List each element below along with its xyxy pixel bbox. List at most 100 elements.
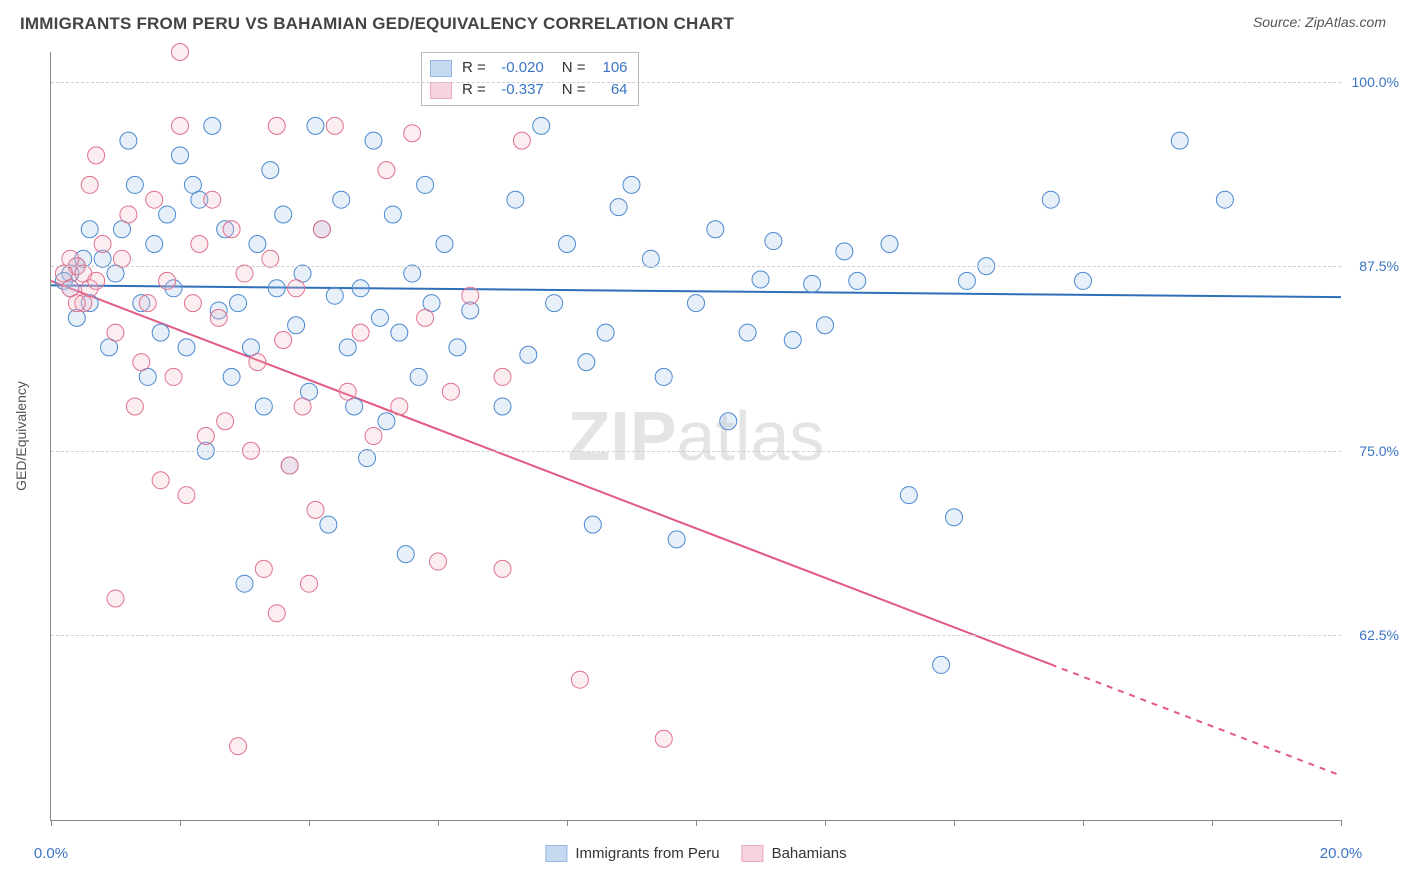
stats-legend-row: R =-0.020N =106 xyxy=(430,57,628,79)
scatter-point xyxy=(462,287,479,304)
y-tick-label: 75.0% xyxy=(1347,443,1399,459)
scatter-point xyxy=(301,575,318,592)
scatter-point xyxy=(184,295,201,312)
scatter-point xyxy=(707,221,724,238)
scatter-point xyxy=(139,295,156,312)
scatter-point xyxy=(255,560,272,577)
x-tick xyxy=(438,820,439,826)
scatter-point xyxy=(404,265,421,282)
scatter-point xyxy=(281,457,298,474)
scatter-point xyxy=(1075,272,1092,289)
scatter-point xyxy=(397,546,414,563)
y-tick-label: 62.5% xyxy=(1347,627,1399,643)
scatter-point xyxy=(178,339,195,356)
scatter-point xyxy=(152,472,169,489)
x-tick xyxy=(1341,820,1342,826)
scatter-point xyxy=(655,730,672,747)
scatter-point xyxy=(223,221,240,238)
plot-area: GED/Equivalency ZIPatlas R =-0.020N =106… xyxy=(50,52,1341,821)
scatter-point xyxy=(307,117,324,134)
x-tick xyxy=(1083,820,1084,826)
scatter-point xyxy=(146,191,163,208)
scatter-point xyxy=(120,206,137,223)
scatter-point xyxy=(172,44,189,61)
legend-swatch xyxy=(430,82,452,99)
x-tick-label: 0.0% xyxy=(34,845,68,862)
scatter-point xyxy=(275,206,292,223)
scatter-point xyxy=(836,243,853,260)
scatter-point xyxy=(197,428,214,445)
scatter-point xyxy=(268,605,285,622)
stats-legend: R =-0.020N =106R =-0.337N =64 xyxy=(421,52,639,106)
scatter-point xyxy=(1042,191,1059,208)
scatter-point xyxy=(933,656,950,673)
chart-title: IMMIGRANTS FROM PERU VS BAHAMIAN GED/EQU… xyxy=(20,14,734,34)
scatter-point xyxy=(391,324,408,341)
scatter-point xyxy=(326,117,343,134)
x-tick xyxy=(567,820,568,826)
scatter-point xyxy=(668,531,685,548)
scatter-point xyxy=(533,117,550,134)
scatter-point xyxy=(365,428,382,445)
scatter-point xyxy=(294,398,311,415)
y-axis-title: GED/Equivalency xyxy=(13,381,29,491)
series-legend: Immigrants from Peru Bahamians xyxy=(545,845,846,862)
scatter-point xyxy=(739,324,756,341)
scatter-point xyxy=(210,309,227,326)
scatter-point xyxy=(313,221,330,238)
scatter-point xyxy=(597,324,614,341)
scatter-point xyxy=(107,590,124,607)
scatter-point xyxy=(191,236,208,253)
scatter-point xyxy=(288,317,305,334)
legend-label: Immigrants from Peru xyxy=(575,845,719,862)
gridline-h xyxy=(51,82,1341,83)
scatter-point xyxy=(113,250,130,267)
scatter-point xyxy=(217,413,234,430)
legend-label: Bahamians xyxy=(772,845,847,862)
scatter-point xyxy=(230,738,247,755)
x-tick-label: 20.0% xyxy=(1320,845,1363,862)
scatter-point xyxy=(378,413,395,430)
gridline-h xyxy=(51,451,1341,452)
scatter-point xyxy=(94,236,111,253)
scatter-point xyxy=(326,287,343,304)
scatter-point xyxy=(442,383,459,400)
scatter-point xyxy=(236,265,253,282)
scatter-point xyxy=(784,332,801,349)
scatter-point xyxy=(204,191,221,208)
scatter-point xyxy=(249,354,266,371)
legend-item: Bahamians xyxy=(742,845,847,862)
scatter-point xyxy=(81,176,98,193)
scatter-point xyxy=(430,553,447,570)
scatter-point xyxy=(88,147,105,164)
scatter-point xyxy=(720,413,737,430)
scatter-point xyxy=(339,383,356,400)
legend-swatch xyxy=(430,60,452,77)
scatter-point xyxy=(417,309,434,326)
scatter-point xyxy=(507,191,524,208)
scatter-point xyxy=(352,324,369,341)
scatter-point xyxy=(288,280,305,297)
legend-item: Immigrants from Peru xyxy=(545,845,719,862)
x-tick xyxy=(954,820,955,826)
scatter-point xyxy=(494,368,511,385)
scatter-point xyxy=(584,516,601,533)
gridline-h xyxy=(51,266,1341,267)
scatter-point xyxy=(107,324,124,341)
scatter-point xyxy=(88,272,105,289)
scatter-point xyxy=(655,368,672,385)
scatter-point xyxy=(230,295,247,312)
scatter-point xyxy=(559,236,576,253)
scatter-point xyxy=(765,233,782,250)
x-tick xyxy=(180,820,181,826)
scatter-point xyxy=(578,354,595,371)
x-tick xyxy=(309,820,310,826)
scatter-point xyxy=(146,236,163,253)
scatter-point xyxy=(204,117,221,134)
scatter-point xyxy=(62,250,79,267)
scatter-point xyxy=(371,309,388,326)
scatter-point xyxy=(849,272,866,289)
scatter-point xyxy=(249,236,266,253)
scatter-point xyxy=(391,398,408,415)
x-tick xyxy=(1212,820,1213,826)
